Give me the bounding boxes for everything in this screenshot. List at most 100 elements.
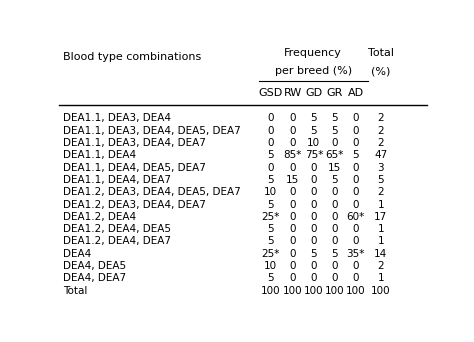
Text: 1: 1 [377,236,384,247]
Text: 100: 100 [325,286,344,295]
Text: 0: 0 [289,187,296,197]
Text: DEA1.1, DEA4, DEA5, DEA7: DEA1.1, DEA4, DEA5, DEA7 [63,163,206,173]
Text: 100: 100 [304,286,324,295]
Text: 0: 0 [310,163,317,173]
Text: 0: 0 [310,175,317,185]
Text: 5: 5 [310,114,317,123]
Text: 0: 0 [353,199,359,210]
Text: 0: 0 [353,126,359,136]
Text: 0: 0 [310,261,317,271]
Text: 65*: 65* [325,150,344,160]
Text: Total: Total [368,48,394,57]
Text: 0: 0 [353,273,359,283]
Text: DEA4, DEA5: DEA4, DEA5 [63,261,126,271]
Text: 0: 0 [353,187,359,197]
Text: DEA1.2, DEA4, DEA5: DEA1.2, DEA4, DEA5 [63,224,171,234]
Text: DEA4: DEA4 [63,249,91,259]
Text: 85*: 85* [283,150,302,160]
Text: 0: 0 [310,212,317,222]
Text: 0: 0 [289,224,296,234]
Text: 0: 0 [289,273,296,283]
Text: 0: 0 [353,138,359,148]
Text: 0: 0 [331,199,337,210]
Text: (%): (%) [371,66,391,76]
Text: 5: 5 [267,224,274,234]
Text: Total: Total [63,286,87,295]
Text: DEA1.1, DEA3, DEA4: DEA1.1, DEA3, DEA4 [63,114,171,123]
Text: 25*: 25* [261,212,280,222]
Text: 5: 5 [310,126,317,136]
Text: 0: 0 [331,187,337,197]
Text: 15: 15 [286,175,299,185]
Text: DEA1.2, DEA4, DEA7: DEA1.2, DEA4, DEA7 [63,236,171,247]
Text: 1: 1 [377,199,384,210]
Text: 35*: 35* [346,249,365,259]
Text: 0: 0 [331,273,337,283]
Text: DEA4, DEA7: DEA4, DEA7 [63,273,126,283]
Text: 5: 5 [331,126,337,136]
Text: per breed (%): per breed (%) [274,66,352,76]
Text: DEA1.2, DEA3, DEA4, DEA5, DEA7: DEA1.2, DEA3, DEA4, DEA5, DEA7 [63,187,241,197]
Text: 5: 5 [331,114,337,123]
Text: RW: RW [283,89,301,98]
Text: 0: 0 [331,236,337,247]
Text: 17: 17 [374,212,387,222]
Text: 15: 15 [328,163,341,173]
Text: 60*: 60* [346,212,365,222]
Text: 0: 0 [289,114,296,123]
Text: 0: 0 [331,212,337,222]
Text: 100: 100 [261,286,280,295]
Text: 5: 5 [267,273,274,283]
Text: 0: 0 [267,163,273,173]
Text: Blood type combinations: Blood type combinations [63,52,201,62]
Text: 0: 0 [310,187,317,197]
Text: 0: 0 [310,199,317,210]
Text: 2: 2 [377,114,384,123]
Text: 0: 0 [310,273,317,283]
Text: 1: 1 [377,224,384,234]
Text: 0: 0 [353,114,359,123]
Text: 25*: 25* [261,249,280,259]
Text: 0: 0 [267,138,273,148]
Text: 100: 100 [371,286,391,295]
Text: 0: 0 [289,212,296,222]
Text: 0: 0 [331,261,337,271]
Text: DEA1.1, DEA3, DEA4, DEA7: DEA1.1, DEA3, DEA4, DEA7 [63,138,206,148]
Text: 0: 0 [353,163,359,173]
Text: 100: 100 [346,286,365,295]
Text: 0: 0 [331,138,337,148]
Text: 5: 5 [377,175,384,185]
Text: DEA1.1, DEA3, DEA4, DEA5, DEA7: DEA1.1, DEA3, DEA4, DEA5, DEA7 [63,126,241,136]
Text: 47: 47 [374,150,387,160]
Text: AD: AD [347,89,364,98]
Text: 0: 0 [353,261,359,271]
Text: 0: 0 [289,236,296,247]
Text: 2: 2 [377,187,384,197]
Text: 0: 0 [267,126,273,136]
Text: DEA1.1, DEA4, DEA7: DEA1.1, DEA4, DEA7 [63,175,171,185]
Text: DEA1.2, DEA4: DEA1.2, DEA4 [63,212,136,222]
Text: 0: 0 [289,261,296,271]
Text: 0: 0 [289,138,296,148]
Text: GD: GD [305,89,322,98]
Text: 100: 100 [283,286,302,295]
Text: 14: 14 [374,249,387,259]
Text: Frequency: Frequency [284,48,342,57]
Text: 5: 5 [267,175,274,185]
Text: 0: 0 [353,175,359,185]
Text: 10: 10 [307,138,320,148]
Text: 5: 5 [267,236,274,247]
Text: 10: 10 [264,261,277,271]
Text: 0: 0 [331,224,337,234]
Text: 0: 0 [289,249,296,259]
Text: 0: 0 [310,224,317,234]
Text: 2: 2 [377,126,384,136]
Text: 1: 1 [377,273,384,283]
Text: 0: 0 [353,224,359,234]
Text: 5: 5 [267,199,274,210]
Text: GR: GR [326,89,343,98]
Text: 3: 3 [377,163,384,173]
Text: 0: 0 [267,114,273,123]
Text: 5: 5 [310,249,317,259]
Text: 0: 0 [310,236,317,247]
